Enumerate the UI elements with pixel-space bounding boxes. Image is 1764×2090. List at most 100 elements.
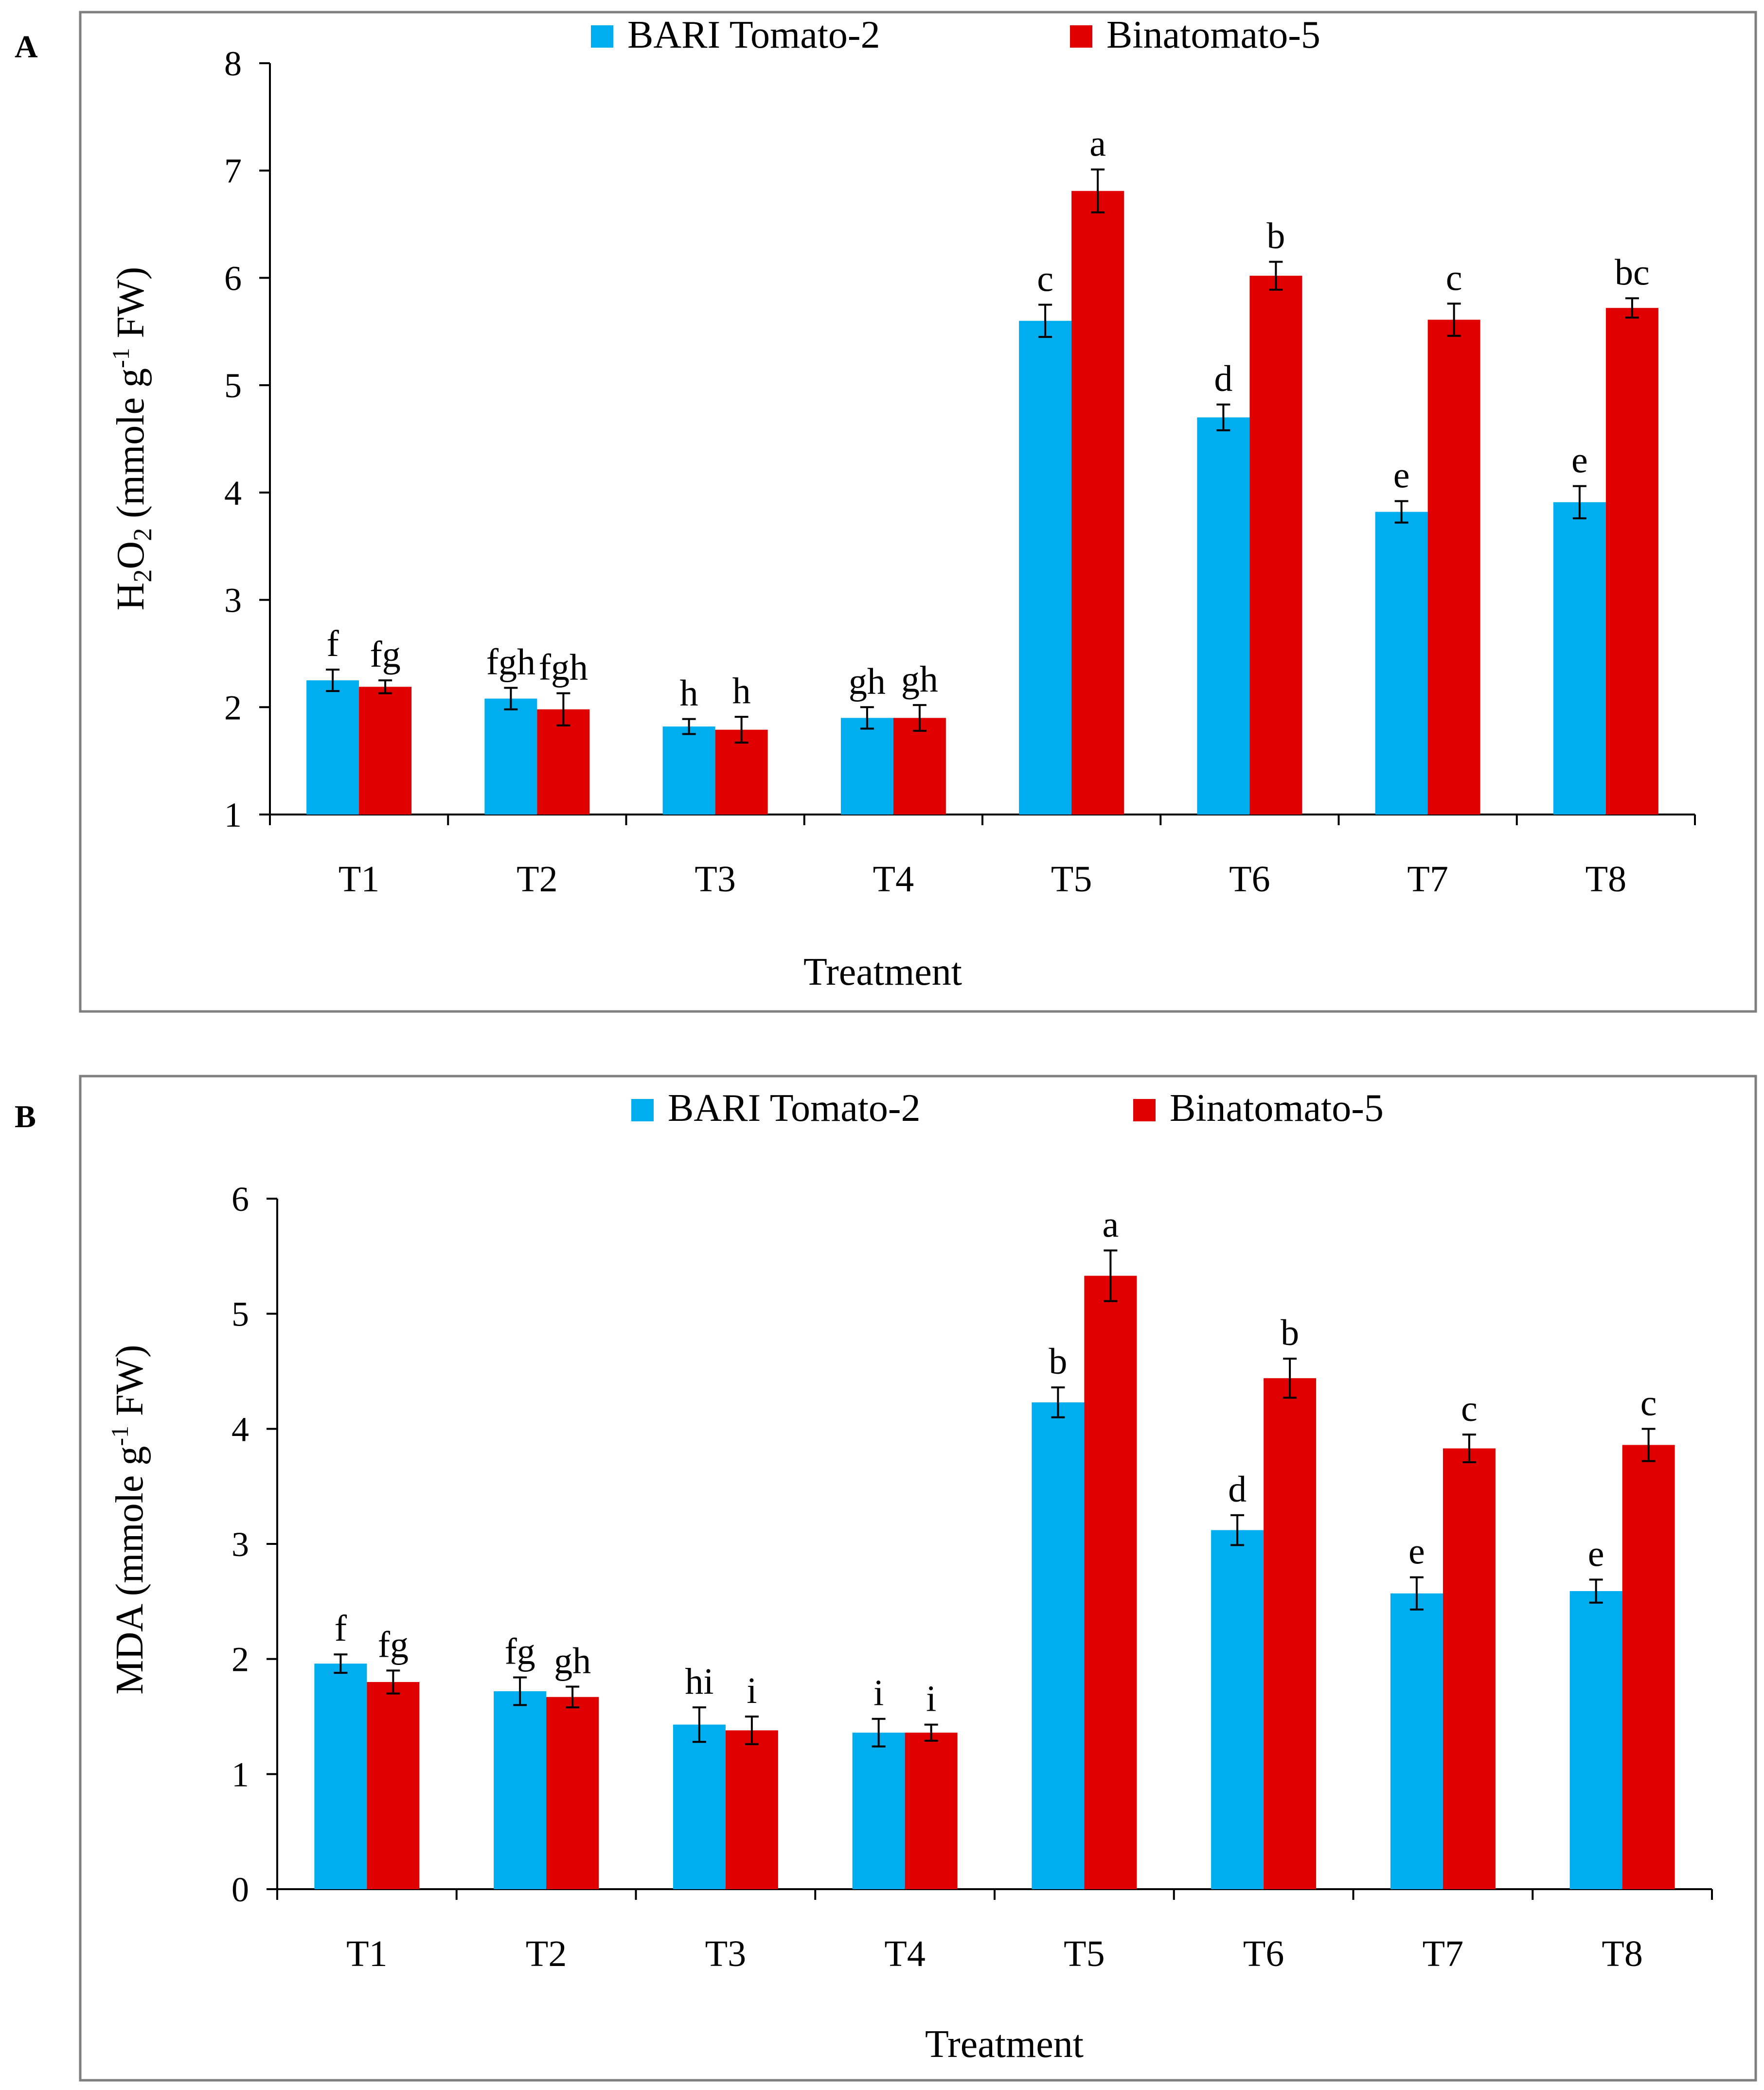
x-tick-label: T6: [1229, 859, 1270, 900]
panel-a-label: A: [15, 29, 38, 65]
bar-bari-tomato-2: [1553, 502, 1606, 815]
bar-binatomato-5: [715, 729, 768, 815]
significance-letter-bari-tomato-2: h: [680, 673, 698, 714]
y-tick-label: 8: [224, 44, 242, 83]
bar-binatomato-5: [1605, 308, 1658, 815]
bar-binatomato-5: [1249, 276, 1302, 815]
significance-letter-bari-tomato-2: e: [1393, 455, 1410, 496]
legend-label-bari-tomato-2: BARI Tomato-2: [627, 14, 880, 56]
bar-bari-tomato-2: [1019, 320, 1072, 815]
bar-binatomato-5: [1622, 1445, 1675, 1889]
significance-letter-binatomato-5: gh: [554, 1640, 591, 1681]
bar-bari-tomato-2: [306, 680, 359, 815]
significance-letter-bari-tomato-2: c: [1037, 259, 1053, 300]
legend-swatch-bari-tomato-2: [591, 25, 613, 48]
bar-binatomato-5: [1427, 319, 1480, 815]
panel-b-legend: BARI Tomato-2 Binatomato-5: [631, 1087, 1384, 1130]
y-title-a-part-3: 2: [128, 528, 157, 541]
y-tick-label: 7: [224, 152, 242, 191]
bar-binatomato-5: [893, 718, 946, 815]
y-tick-label: 1: [232, 1755, 249, 1794]
bar-bari-tomato-2: [1211, 1530, 1264, 1889]
bar-bari-tomato-2: [1375, 512, 1428, 815]
significance-letter-binatomato-5: i: [747, 1670, 757, 1711]
bar-binatomato-5: [1084, 1275, 1137, 1889]
significance-letter-binatomato-5: a: [1089, 124, 1106, 164]
y-tick-label: 3: [224, 581, 242, 620]
panel-b-x-axis-title: Treatment: [925, 2023, 1084, 2066]
significance-letter-bari-tomato-2: d: [1214, 358, 1232, 399]
bar-bari-tomato-2: [494, 1691, 547, 1889]
x-tick-label: T5: [1064, 1933, 1105, 1974]
bar-bari-tomato-2: [484, 698, 537, 815]
legend-label-binatomato-5: Binatomato-5: [1106, 14, 1320, 56]
panel-a-frame: [79, 11, 1757, 1013]
panel-a-legend: BARI Tomato-2 Binatomato-5: [591, 14, 1320, 56]
significance-letter-bari-tomato-2: fgh: [486, 642, 535, 683]
significance-letter-binatomato-5: gh: [901, 659, 938, 700]
panel-a: A BARI Tomato-2 Binatomato-5 H2O2 (mmole…: [15, 11, 1757, 1013]
x-tick-label: T3: [705, 1933, 746, 1974]
legend-swatch-binatomato-5: [1070, 25, 1092, 48]
significance-letter-binatomato-5: b: [1266, 215, 1285, 256]
bar-binatomato-5: [537, 709, 590, 815]
significance-letter-bari-tomato-2: b: [1049, 1341, 1067, 1382]
y-tick-label: 5: [232, 1295, 249, 1334]
significance-letter-binatomato-5: fgh: [539, 647, 588, 688]
bar-binatomato-5: [725, 1730, 778, 1889]
significance-letter-binatomato-5: h: [732, 671, 751, 711]
significance-letter-bari-tomato-2: i: [873, 1673, 884, 1714]
significance-letter-binatomato-5: c: [1640, 1382, 1657, 1423]
y-title-a-part-0: H: [109, 583, 152, 611]
y-title-a-part-6: FW): [109, 267, 152, 348]
bar-binatomato-5: [905, 1733, 958, 1889]
significance-letter-binatomato-5: i: [926, 1679, 936, 1719]
y-tick-label: 2: [232, 1640, 249, 1679]
significance-letter-binatomato-5: c: [1446, 257, 1462, 298]
y-tick-label: 4: [224, 474, 242, 513]
y-title-b-part-2: FW): [108, 1345, 151, 1426]
x-tick-label: T8: [1602, 1933, 1642, 1974]
bar-binatomato-5: [359, 687, 412, 815]
x-tick-label: T2: [526, 1933, 567, 1974]
significance-letter-bari-tomato-2: gh: [849, 661, 886, 702]
x-tick-label: T6: [1243, 1933, 1284, 1974]
legend-swatch-binatomato-5: [1133, 1099, 1156, 1121]
y-title-a-part-4: (mmole g: [109, 368, 152, 528]
bar-bari-tomato-2: [673, 1724, 726, 1889]
panel-a-x-axis-title: Treatment: [803, 951, 962, 993]
bar-binatomato-5: [1264, 1378, 1317, 1889]
significance-letter-bari-tomato-2: fg: [504, 1631, 535, 1672]
y-title-a-part-2: O: [109, 541, 152, 569]
bar-binatomato-5: [367, 1682, 420, 1889]
bar-bari-tomato-2: [1032, 1402, 1085, 1889]
x-tick-label: T4: [873, 859, 914, 900]
significance-letter-bari-tomato-2: f: [335, 1608, 347, 1649]
y-tick-label: 1: [224, 796, 242, 834]
y-tick-label: 2: [224, 688, 242, 727]
y-title-a-part-1: 2: [128, 569, 157, 583]
significance-letter-bari-tomato-2: d: [1228, 1469, 1247, 1510]
bar-bari-tomato-2: [1390, 1593, 1443, 1889]
x-tick-label: T4: [884, 1933, 925, 1974]
legend-label-bari-tomato-2: BARI Tomato-2: [668, 1087, 921, 1130]
x-tick-label: T5: [1051, 859, 1092, 900]
significance-letter-bari-tomato-2: f: [326, 623, 339, 664]
panel-b-label: B: [15, 1099, 36, 1134]
panel-b-frame: [79, 1075, 1757, 2082]
bar-binatomato-5: [1443, 1448, 1496, 1889]
bar-bari-tomato-2: [662, 726, 715, 815]
significance-letter-bari-tomato-2: e: [1408, 1531, 1425, 1572]
legend-label-binatomato-5: Binatomato-5: [1170, 1087, 1384, 1130]
y-tick-label: 5: [224, 366, 242, 405]
bar-bari-tomato-2: [1569, 1591, 1622, 1889]
panel-a-y-axis-title: H2O2 (mmole g-1 FW): [107, 267, 157, 611]
significance-letter-binatomato-5: c: [1461, 1388, 1478, 1429]
y-tick-label: 0: [232, 1870, 249, 1909]
x-tick-label: T3: [695, 859, 735, 900]
significance-letter-binatomato-5: bc: [1615, 252, 1650, 293]
significance-letter-bari-tomato-2: hi: [685, 1661, 713, 1702]
y-tick-label: 4: [232, 1410, 249, 1449]
x-tick-label: T1: [346, 1933, 387, 1974]
